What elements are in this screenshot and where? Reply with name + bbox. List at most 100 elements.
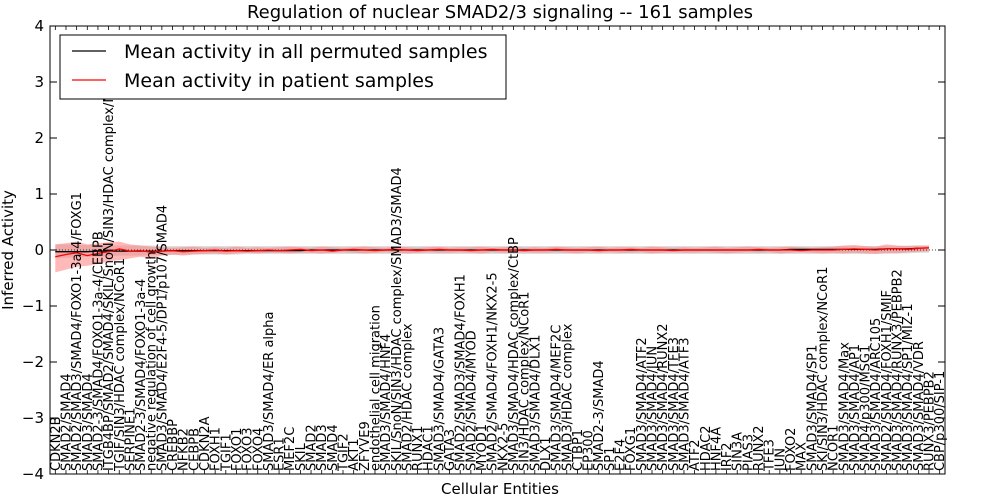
- x-tick-label: NKX2-5: [496, 423, 511, 471]
- x-tick-label: EP300: [582, 430, 597, 471]
- x-tick-label: SMAD3/SMAD4/E2F4-5/DP1/p107/SMAD4: [155, 205, 170, 471]
- x-tick-label: SMAD3/SMAD4/TFE3: [667, 337, 682, 471]
- x-tick-label: FOXO1: [230, 428, 245, 471]
- x-tick-label: IRF2: [720, 442, 735, 471]
- x-tick-label: SIN3A: [731, 432, 746, 471]
- x-tick-label: CEBPB: [187, 428, 202, 471]
- x-tick-label: CDKN2B: [49, 416, 64, 471]
- x-tick-label: SMAD3/SMAD4/ARC105: [869, 318, 884, 471]
- x-tick-label: FOXO3: [241, 428, 256, 471]
- x-tick-label: SMAD3/SMAD4/ATF3: [678, 337, 693, 471]
- x-tick-label: MYOD1: [475, 424, 490, 471]
- x-tick-label: SMAD4/p300/MSG1: [859, 345, 874, 471]
- y-tick-label: −3: [22, 409, 44, 427]
- x-tick-label: SKIL: [294, 442, 309, 471]
- x-tick-label: HNF4A: [709, 427, 724, 471]
- legend: Mean activity in all permuted samples Me…: [59, 34, 507, 100]
- x-tick-label: DLX1: [539, 437, 554, 471]
- y-tick-label: 1: [34, 185, 44, 203]
- x-tick-label: SMAD3/SMAD4/SP1: [805, 345, 820, 471]
- x-tick-label: SP1: [603, 447, 618, 471]
- x-tick-label: RUNX1: [411, 426, 426, 471]
- x-tick-label: E2F4: [614, 439, 629, 471]
- x-tick-label: FOXO2: [784, 428, 799, 471]
- axes: −4−3−2−101234CDKN2BSMAD2/SMAD4SMAD2/SMAD…: [22, 17, 948, 483]
- x-tick-label: SMAD2-3/SMAD4/FOXO1-3a-4: [134, 279, 149, 471]
- x-tick-label: TGIF2: [337, 433, 352, 472]
- x-tick-label: SMAD3/SMAD4/HNF4: [379, 334, 394, 471]
- y-axis-label: Inferred Activity: [0, 190, 17, 310]
- x-tick-label: SMAD2/SMAD4/MYOD: [464, 330, 479, 471]
- x-tick-label: NCOR1: [827, 425, 842, 471]
- x-tick-label: PIAS3: [741, 434, 756, 471]
- x-tick-label: SIN3/HDAC complex/NCoR1: [518, 292, 533, 471]
- x-tick-label: SMAD3/SMAD4/Max: [837, 342, 852, 471]
- x-tick-label: CTBP1: [571, 429, 586, 471]
- y-tick-label: −2: [22, 353, 44, 371]
- x-tick-label: SMAD3/SMAD4/RUNX2: [656, 323, 671, 471]
- legend-box: [59, 34, 507, 100]
- x-tick-label: JUN: [773, 448, 788, 472]
- x-tick-label: SERPINE1: [123, 408, 138, 471]
- x-axis-label: Cellular Entities: [441, 480, 559, 498]
- x-tick-label: AKT1: [347, 438, 362, 471]
- x-tick-label: MEF2C: [283, 427, 298, 471]
- x-tick-label: SMAD2/HDAC complex: [400, 323, 415, 471]
- x-tick-label: MAX: [795, 442, 810, 471]
- x-tick-label: SMAD3/SMAD4/AP1: [848, 344, 863, 471]
- x-tick-label: SMAD2/SMAD4: [60, 373, 75, 471]
- x-tick-label: FOXG1: [624, 427, 639, 471]
- x-tick-label: SKI/SIN3/HDAC complex/NCoR1: [816, 267, 831, 471]
- legend-label-patient: Mean activity in patient samples: [124, 70, 434, 92]
- x-tick-label: SMAD3/SMAD4/RUNX3/PEBPB2: [891, 269, 906, 471]
- x-tick-label: SMAD3/SMAD4/SP1/MIZ-1: [901, 304, 916, 471]
- x-tick-label: FOXO4: [251, 428, 266, 471]
- x-tick-label: ITGB4BP/SMAD2/SMAD4/SKIL/SnoN/SIN3/HDAC …: [102, 59, 117, 471]
- patient-mean-line: [55, 247, 930, 258]
- x-tick-label: SMAD3/HDAC complex: [560, 323, 575, 471]
- x-tick-label: ESR1: [273, 437, 288, 471]
- x-tick-label: SMAD2/SMAD3/SMAD4/FOXH1: [454, 274, 469, 471]
- x-tick-label: SMAD3: [315, 424, 330, 471]
- x-tick-label: SMAD3/SMAD4/MEF2C: [550, 325, 565, 471]
- x-tick-label: endothelial cell migration: [369, 305, 384, 471]
- x-tick-label: CREBBP: [166, 419, 181, 471]
- x-tick-label: ZFYVE9: [358, 421, 373, 471]
- x-tick-label: SMAD2/SMAD4/FOXH1/NKX2-5: [486, 272, 501, 471]
- x-tick-label: GATA3: [443, 429, 458, 471]
- x-tick-label: SMAD3/SMAD4/ATF2: [635, 337, 650, 471]
- x-tick-label: SMAD3/SMAD4/GATA3: [432, 327, 447, 471]
- y-tick-label: −1: [22, 297, 44, 315]
- x-tick-label: SKIL/SnoN/SIN3/HDAC complex/SMAD3/SMAD4: [390, 167, 405, 471]
- x-tick-label: CBP/p300/SIP-1: [933, 371, 948, 471]
- patient-spread-band: [55, 241, 930, 273]
- x-tick-label: SMAD3/SMAD4/ER alpha: [262, 312, 277, 471]
- x-tick-label: SMAD3/SMAD4/HDAC complex/CtBP: [507, 237, 522, 471]
- x-tick-label: SMAD3/SMAD4/JUN: [646, 346, 661, 471]
- x-tick-label: ATF2: [688, 439, 703, 471]
- y-tick-label: −4: [22, 465, 44, 483]
- x-tick-label: HDAC1: [422, 425, 437, 471]
- x-tick-label: NFKB2: [177, 428, 192, 471]
- x-tick-label: SMAD2/SMAD4/FOXH1/SMIF: [880, 290, 895, 471]
- x-tick-label: TGIF1: [219, 433, 234, 472]
- x-tick-label: RUNX3/PEBPB2: [923, 371, 938, 471]
- x-tick-label: SMAD4: [326, 424, 341, 471]
- y-tick-label: 4: [34, 17, 44, 35]
- y-tick-label: 3: [34, 73, 44, 91]
- x-tick-label: HDAC2: [699, 425, 714, 471]
- plot-area: [50, 241, 945, 273]
- x-tick-label: SMAD3/SMAD4/VDR: [912, 341, 927, 471]
- chart-title: Regulation of nuclear SMAD2/3 signaling …: [247, 2, 753, 23]
- x-tick-label: SMAD2-3/SMAD4/FOXO1-3a-4/CEBPB: [91, 231, 106, 471]
- x-tick-label: CDKN2A: [198, 416, 213, 471]
- x-tick-label: SMAD3/SMAD4/DLX1: [528, 335, 543, 471]
- x-tick-label: FOXH1: [209, 427, 224, 471]
- x-tick-label: negative regulation of cell growth: [145, 251, 160, 471]
- x-tick-label: SMAD3/SMAD4: [81, 373, 96, 471]
- x-tick-label: SMAD2/SMAD3/SMAD4/FOXO1-3a-4/FOXG1: [70, 192, 85, 471]
- legend-label-permuted: Mean activity in all permuted samples: [124, 41, 487, 63]
- x-tick-label: RUNX2: [752, 426, 767, 471]
- x-tick-label: TFE3: [763, 439, 778, 472]
- x-tick-label: SMAD2: [305, 424, 320, 471]
